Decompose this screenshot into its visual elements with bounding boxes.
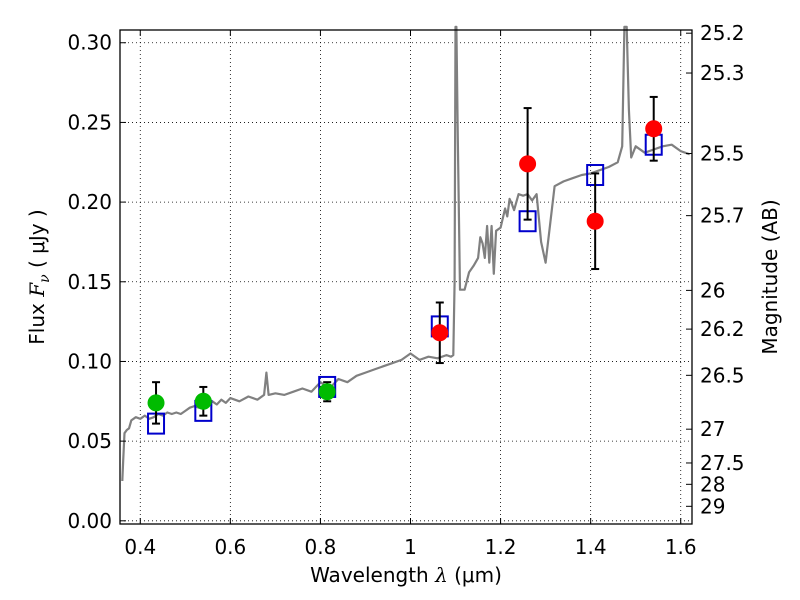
y-tick-label: 0.30 bbox=[67, 31, 112, 55]
y2-tick-label: 26 bbox=[700, 278, 725, 302]
data-point bbox=[519, 155, 537, 173]
x-tick-label: 1.4 bbox=[575, 535, 607, 559]
y2-axis-label: Magnitude (AB) bbox=[758, 199, 782, 354]
y-tick-label: 0.10 bbox=[67, 349, 112, 373]
y-tick-label: 0.25 bbox=[67, 110, 112, 134]
data-point bbox=[318, 383, 336, 401]
x-tick-label: 0.4 bbox=[124, 535, 156, 559]
x-tick-label: 0.8 bbox=[305, 535, 337, 559]
y2-tick-label: 26.5 bbox=[700, 363, 745, 387]
y-tick-label: 0.20 bbox=[67, 190, 112, 214]
y2-tick-label: 27.5 bbox=[700, 451, 745, 475]
y2-tick-label: 28 bbox=[700, 472, 725, 496]
x-axis-label: Wavelength λ (μm) bbox=[310, 563, 502, 587]
y2-tick-label: 25.5 bbox=[700, 142, 745, 166]
y2-tick-label: 26.2 bbox=[700, 317, 745, 341]
x-tick-label: 1 bbox=[404, 535, 417, 559]
data-points-layer bbox=[147, 95, 663, 435]
data-point bbox=[147, 394, 165, 412]
x-tick-label: 1.6 bbox=[665, 535, 697, 559]
x-tick-label: 1.2 bbox=[485, 535, 517, 559]
y-tick-label: 0.05 bbox=[67, 429, 112, 453]
y2-tick-label: 29 bbox=[700, 494, 725, 518]
data-point bbox=[645, 120, 663, 138]
data-point bbox=[431, 324, 449, 342]
grid bbox=[120, 30, 692, 524]
y2-tick-label: 25.7 bbox=[700, 204, 745, 228]
y-axis-label: Flux Fν ( μJy ) bbox=[25, 209, 53, 344]
data-point bbox=[194, 392, 212, 410]
y2-tick-label: 25.3 bbox=[700, 61, 745, 85]
y-tick-label: 0.15 bbox=[67, 270, 112, 294]
plot-frame bbox=[119, 29, 693, 525]
y2-tick-label: 27 bbox=[700, 417, 725, 441]
x-tick-label: 0.6 bbox=[214, 535, 246, 559]
axis-ticks: 0.4 0.6 0.8 1 1.2 1.4 1.6 0.00 0.05 0.10 0.15 0.20 0… bbox=[67, 21, 744, 559]
model-spectrum-layer bbox=[121, 25, 691, 482]
y-tick-label: 0.00 bbox=[67, 509, 112, 533]
spectrum-line bbox=[121, 25, 691, 482]
y2-tick-label: 25.2 bbox=[700, 21, 745, 45]
data-point bbox=[586, 212, 604, 230]
